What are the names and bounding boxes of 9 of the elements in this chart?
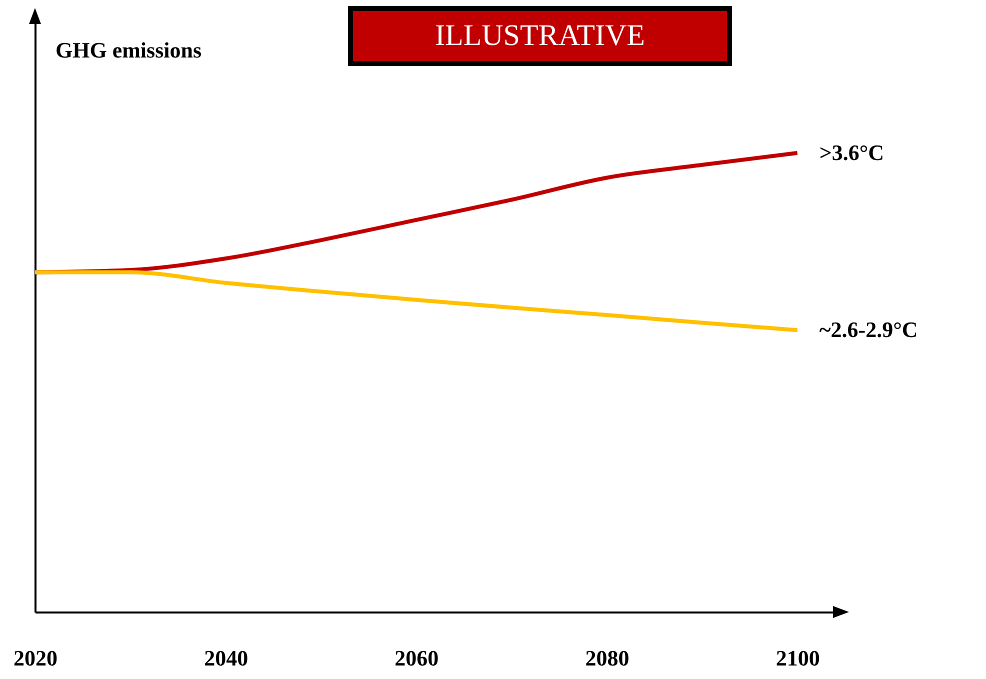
x-tick-label: 2040 bbox=[204, 646, 248, 670]
x-tick-label: 2060 bbox=[394, 646, 439, 670]
x-tick-label: 2100 bbox=[776, 646, 820, 670]
series-label: ~2.6-2.9°C bbox=[819, 317, 918, 342]
text: ILLUSTRATIVE bbox=[348, 6, 732, 66]
x-tick-label: 2020 bbox=[14, 646, 58, 670]
series-label: >3.6°C bbox=[819, 140, 884, 165]
y-axis-title: GHG emissions bbox=[56, 38, 202, 62]
x-tick-label: 2080 bbox=[585, 646, 630, 670]
